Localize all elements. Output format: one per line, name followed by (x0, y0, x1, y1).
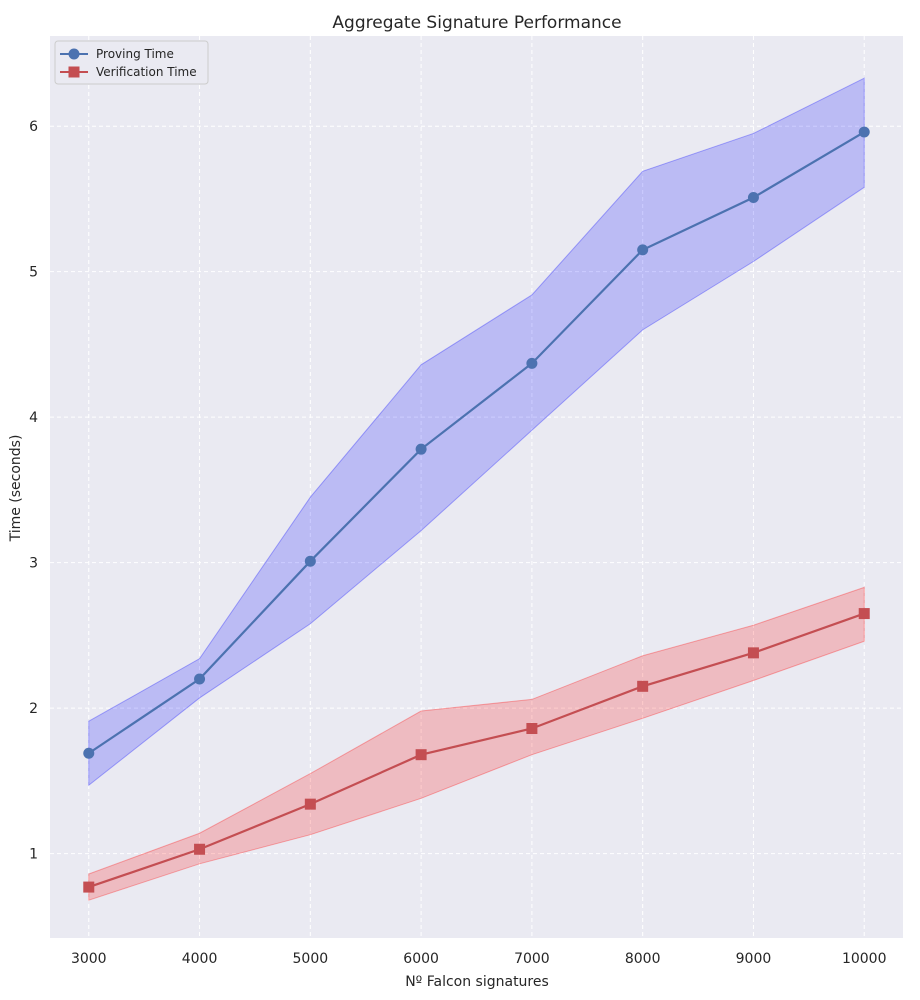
legend: Proving Time Verification Time (54, 40, 209, 85)
proving-time-point (304, 555, 316, 567)
verification-time-point (637, 680, 649, 692)
x-tick-label: 6000 (403, 951, 439, 967)
x-tick-label: 5000 (293, 951, 329, 967)
y-tick-label: 6 (29, 119, 38, 135)
plot-area (50, 36, 903, 938)
proving-time-point (747, 191, 759, 203)
y-tick-label: 1 (29, 847, 38, 863)
x-tick-label: 7000 (514, 951, 550, 967)
proving-time-point (526, 357, 538, 369)
y-tick-label: 5 (29, 265, 38, 281)
legend-marker-proving (68, 48, 80, 60)
proving-time-point (637, 244, 649, 256)
verification-time-point (194, 843, 206, 855)
x-tick-label: 8000 (625, 951, 661, 967)
x-tick-label: 10000 (842, 951, 887, 967)
verification-time-point (526, 723, 538, 735)
legend-box (54, 40, 209, 85)
legend-label-proving: Proving Time (96, 47, 174, 61)
proving-time-point (83, 747, 95, 759)
verification-time-point (858, 608, 870, 620)
verification-time-point (83, 881, 95, 893)
legend-label-verification: Verification Time (96, 65, 197, 79)
verification-time-point (415, 749, 427, 761)
y-axis-label: Time (seconds) (8, 435, 24, 543)
x-tick-label: 9000 (736, 951, 772, 967)
proving-time-point (415, 443, 427, 455)
y-tick-label: 2 (29, 701, 38, 717)
y-tick-label: 3 (29, 556, 38, 572)
y-tick-label: 4 (29, 410, 38, 426)
proving-time-point (858, 126, 870, 138)
verification-time-point (304, 798, 316, 810)
chart-title: Aggregate Signature Performance (332, 13, 621, 33)
verification-time-point (747, 647, 759, 659)
verification-time-line (88, 612, 865, 889)
proving-time-band (88, 77, 865, 787)
x-tick-label: 3000 (71, 951, 107, 967)
verification-time-band (88, 586, 865, 901)
x-tick-label: 4000 (182, 951, 218, 967)
proving-time-line (88, 131, 865, 755)
legend-marker-verification (68, 66, 80, 78)
proving-time-point (194, 673, 206, 685)
x-axis-label: Nº Falcon signatures (405, 974, 549, 990)
